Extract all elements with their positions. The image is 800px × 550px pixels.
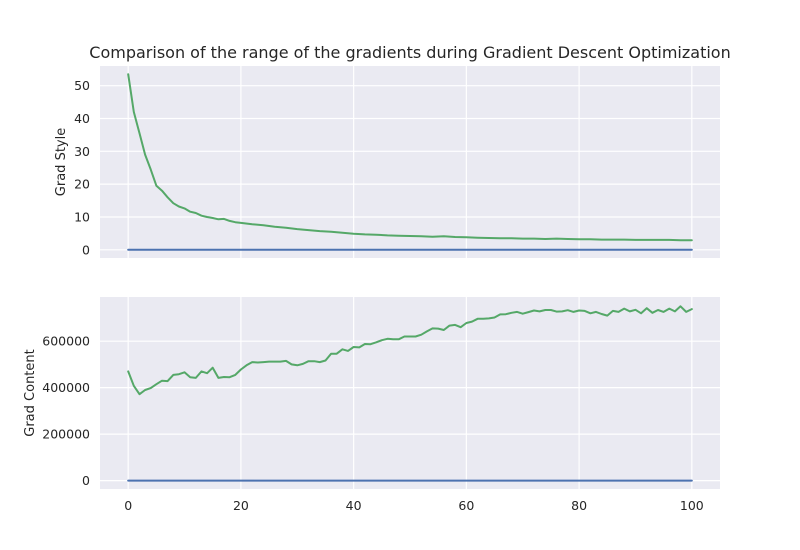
y-tick-label: 20: [74, 177, 90, 192]
series-line: [127, 73, 693, 242]
tick-labels: 0 200000 400000 600000 0 20 40 60 80 100: [42, 334, 704, 513]
x-tick-label: 60: [458, 498, 474, 513]
y-tick-label: 40: [74, 111, 90, 126]
y-tick-label: 50: [74, 78, 90, 93]
style-gradient-panel: 0 10 20 30 40 50 Grad Style: [54, 66, 720, 258]
series-line: [127, 305, 693, 396]
y-tick-label: 200000: [42, 427, 90, 442]
x-tick-label: 0: [124, 498, 132, 513]
y-axis-label-grad-style: Grad Style: [54, 128, 69, 196]
y-tick-label: 600000: [42, 334, 90, 349]
tick-labels: 0 10 20 30 40 50: [74, 78, 90, 257]
chart-title: Comparison of the range of the gradients…: [89, 43, 730, 62]
y-axis-label-grad-content: Grad Content: [23, 349, 38, 436]
x-tick-label: 40: [346, 498, 362, 513]
x-tick-label: 100: [680, 498, 704, 513]
y-tick-label: 0: [82, 473, 90, 488]
content-gradient-panel: 0 200000 400000 600000 0 20 40 60 80 100 Grad Con…: [23, 297, 720, 513]
y-tick-label: 10: [74, 209, 90, 224]
y-tick-label: 30: [74, 144, 90, 159]
x-tick-label: 80: [571, 498, 587, 513]
series-group: [127, 73, 693, 251]
plot-background: [100, 297, 720, 489]
x-tick-label: 20: [233, 498, 249, 513]
y-tick-label: 400000: [42, 380, 90, 395]
plot-background: [100, 66, 720, 258]
series-group: [127, 305, 693, 482]
y-tick-label: 0: [82, 242, 90, 257]
